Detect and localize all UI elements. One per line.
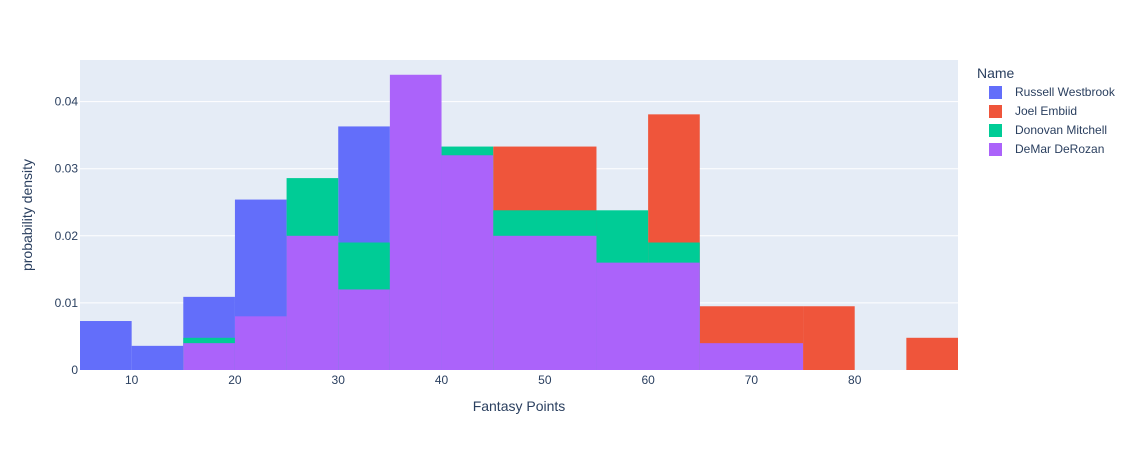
x-tick-label: 60 [641, 373, 655, 387]
histogram-bars [80, 74, 958, 370]
y-tick-label: 0.02 [55, 229, 79, 243]
x-tick-label: 10 [125, 373, 139, 387]
bar-joel-embiid [803, 306, 855, 370]
bar-russell-westbrook [80, 321, 132, 370]
x-tick-label: 70 [745, 373, 759, 387]
bar-demar-derozan [493, 235, 597, 370]
legend-swatch [989, 124, 1002, 137]
bar-demar-derozan [596, 262, 700, 370]
legend-item-demar-derozan[interactable]: DeMar DeRozan [989, 142, 1104, 156]
y-tick-label: 0.03 [55, 162, 79, 176]
legend-label: Donovan Mitchell [1015, 123, 1107, 137]
bar-demar-derozan [389, 74, 442, 370]
bar-demar-derozan [441, 155, 494, 370]
legend-swatch [989, 143, 1002, 156]
legend-item-donovan-mitchell[interactable]: Donovan Mitchell [989, 123, 1107, 137]
x-axis-ticks: 10 20 30 40 50 60 70 80 [125, 373, 862, 387]
legend-swatch [989, 105, 1002, 118]
bar-joel-embiid [906, 337, 958, 370]
legend-title: Name [977, 65, 1015, 81]
legend-item-russell-westbrook[interactable]: Russell Westbrook [989, 85, 1116, 99]
bar-demar-derozan [286, 235, 339, 370]
y-axis-ticks: 0 0.01 0.02 0.03 0.04 [55, 95, 79, 377]
bar-demar-derozan [338, 289, 390, 370]
legend-label: Joel Embiid [1015, 104, 1077, 118]
y-axis-title: probability density [19, 159, 35, 271]
y-tick-label: 0.01 [55, 296, 79, 310]
legend-items: Russell Westbrook Joel Embiid Donovan Mitc… [989, 85, 1116, 156]
x-tick-label: 20 [228, 373, 242, 387]
bar-demar-derozan [234, 316, 287, 370]
y-tick-label: 0.04 [55, 95, 79, 109]
legend-item-joel-embiid[interactable]: Joel Embiid [989, 104, 1077, 118]
x-tick-label: 40 [435, 373, 449, 387]
bar-russell-westbrook [131, 345, 184, 370]
legend-label: Russell Westbrook [1015, 85, 1116, 99]
x-tick-label: 50 [538, 373, 552, 387]
x-tick-label: 80 [848, 373, 862, 387]
legend-swatch [989, 86, 1002, 99]
legend-label: DeMar DeRozan [1015, 142, 1104, 156]
bar-demar-derozan [183, 343, 235, 370]
x-tick-label: 30 [332, 373, 346, 387]
bar-demar-derozan [699, 343, 804, 370]
y-tick-label: 0 [71, 363, 78, 377]
x-axis-title: Fantasy Points [473, 398, 566, 414]
legend: Name Russell Westbrook Joel Embiid Donovan… [977, 65, 1116, 156]
